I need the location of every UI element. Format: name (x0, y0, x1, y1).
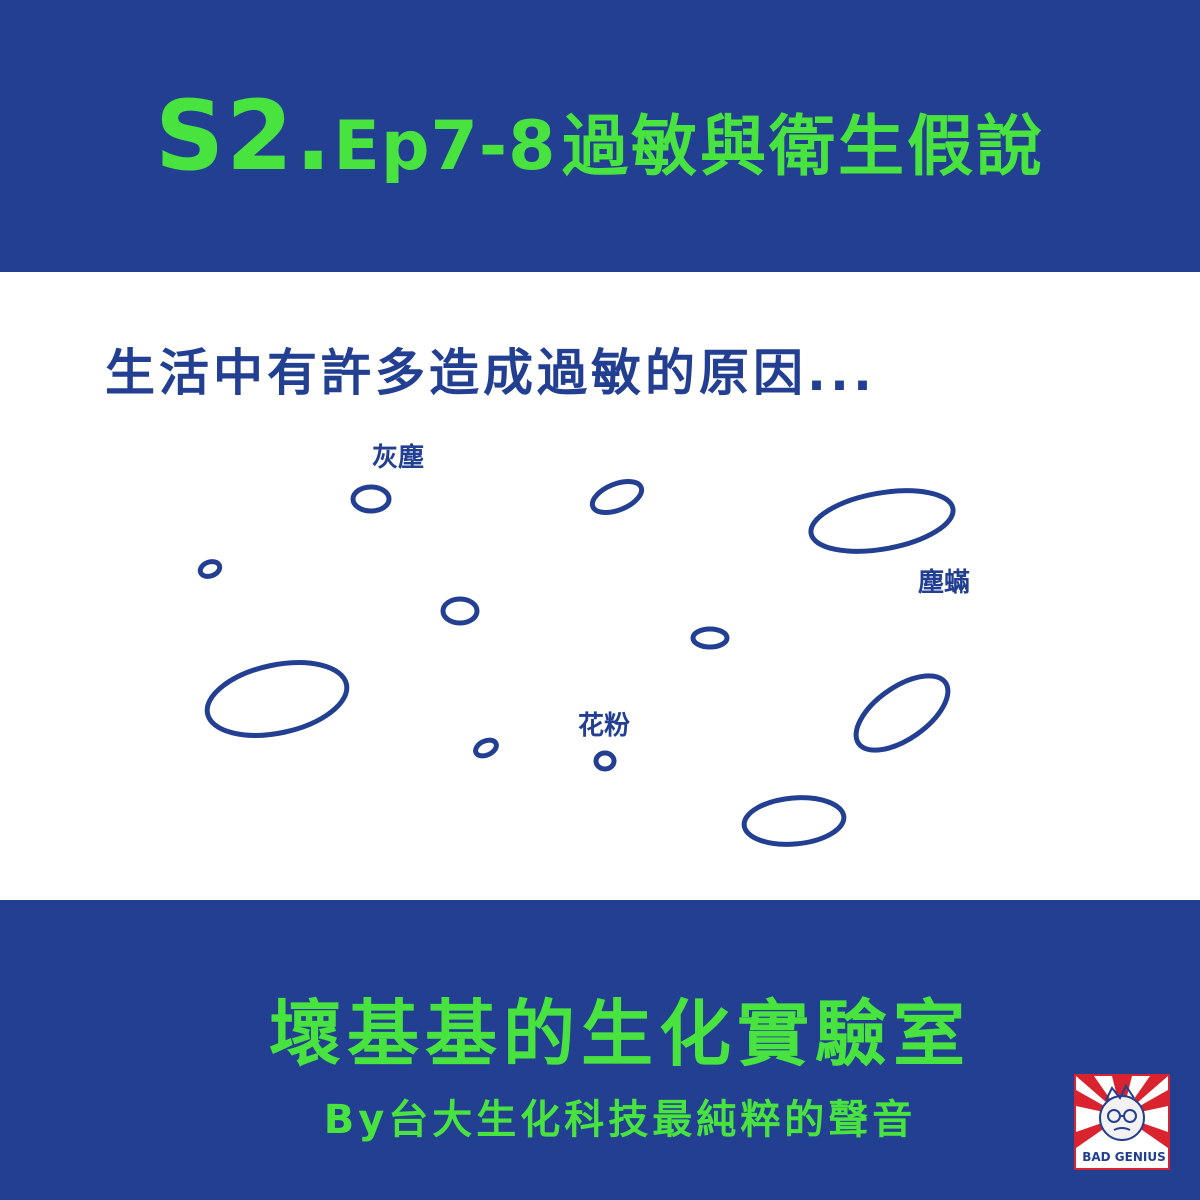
subtitle: 生活中有許多造成過敏的原因... (105, 344, 876, 402)
particle-blob (204, 660, 350, 738)
particle-blob (741, 795, 847, 847)
particle-blob (589, 479, 645, 515)
episode-title: S2.Ep7-8 過敏與衛生假說 (0, 80, 1200, 192)
footer-band (0, 900, 1200, 1200)
logo-graphic (1076, 1076, 1168, 1148)
particle-blob (440, 596, 480, 626)
season-label: S2. (155, 80, 334, 192)
particle-blob (853, 673, 951, 753)
header-band (0, 0, 1200, 272)
episode-label: Ep7-8 (333, 107, 557, 186)
show-byline: By台大生化科技最純粹的聲音 (323, 1097, 917, 1143)
label-dust: 灰塵 (372, 443, 425, 473)
particle-blob (690, 626, 730, 650)
bad-genius-logo: BAD GENIUS (1074, 1074, 1170, 1170)
label-pollen: 花粉 (578, 711, 631, 741)
particle-blob (350, 484, 392, 514)
particle-blob (473, 737, 499, 759)
particle-blob (808, 488, 956, 554)
logo-text: BAD GENIUS (1082, 1150, 1166, 1164)
particle-blob (593, 750, 617, 772)
label-dust-mites: 塵蟎 (918, 568, 971, 598)
show-name: 壞基基的生化實驗室 (268, 992, 971, 1076)
particle-blob (197, 559, 223, 579)
episode-topic: 過敏與衛生假說 (561, 108, 1045, 185)
